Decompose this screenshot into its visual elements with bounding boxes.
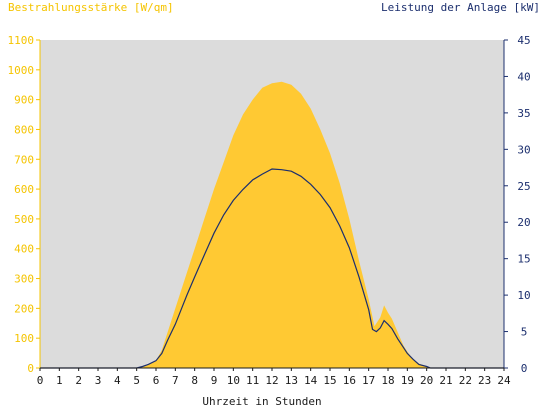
left-tick-label: 1100 bbox=[8, 34, 35, 47]
left-tick-label: 600 bbox=[14, 183, 34, 196]
x-tick-label: 12 bbox=[265, 374, 278, 387]
right-tick-label: 40 bbox=[517, 70, 530, 83]
x-tick-label: 23 bbox=[478, 374, 491, 387]
left-tick-label: 800 bbox=[14, 123, 34, 136]
left-tick-label: 100 bbox=[14, 332, 34, 345]
right-tick-label: 45 bbox=[517, 34, 530, 47]
x-axis-title: Uhrzeit in Stunden bbox=[202, 395, 321, 408]
x-tick-label: 0 bbox=[37, 374, 44, 387]
left-tick-label: 1000 bbox=[8, 64, 35, 77]
x-tick-label: 24 bbox=[497, 374, 511, 387]
right-tick-label: 35 bbox=[517, 107, 530, 120]
irradiance-area bbox=[40, 81, 504, 368]
x-tick-label: 3 bbox=[95, 374, 102, 387]
x-tick-label: 19 bbox=[401, 374, 414, 387]
x-tick-label: 21 bbox=[439, 374, 452, 387]
right-tick-label: 0 bbox=[521, 362, 528, 375]
x-tick-label: 2 bbox=[75, 374, 82, 387]
right-tick-label: 25 bbox=[517, 180, 530, 193]
x-tick-label: 1 bbox=[56, 374, 63, 387]
right-tick-label: 5 bbox=[521, 326, 528, 339]
x-tick-label: 17 bbox=[362, 374, 375, 387]
x-tick-label: 22 bbox=[459, 374, 472, 387]
left-tick-label: 0 bbox=[27, 362, 34, 375]
x-tick-label: 14 bbox=[304, 374, 318, 387]
left-axis-title: Bestrahlungsstärke [W/qm] bbox=[8, 1, 174, 14]
x-tick-label: 7 bbox=[172, 374, 179, 387]
right-tick-label: 15 bbox=[517, 253, 530, 266]
x-tick-label: 5 bbox=[133, 374, 140, 387]
left-tick-label: 900 bbox=[14, 94, 34, 107]
left-tick-label: 700 bbox=[14, 153, 34, 166]
x-tick-label: 13 bbox=[285, 374, 298, 387]
x-tick-label: 8 bbox=[191, 374, 198, 387]
left-tick-label: 500 bbox=[14, 213, 34, 226]
x-tick-label: 4 bbox=[114, 374, 121, 387]
x-tick-label: 9 bbox=[211, 374, 218, 387]
x-tick-label: 11 bbox=[246, 374, 259, 387]
right-tick-label: 20 bbox=[517, 216, 530, 229]
x-tick-label: 18 bbox=[381, 374, 394, 387]
x-tick-label: 16 bbox=[343, 374, 356, 387]
right-axis-title: Leistung der Anlage [kW] bbox=[381, 1, 540, 14]
x-tick-label: 20 bbox=[420, 374, 433, 387]
right-tick-label: 10 bbox=[517, 289, 530, 302]
x-tick-label: 15 bbox=[323, 374, 336, 387]
x-tick-label: 6 bbox=[153, 374, 160, 387]
left-tick-label: 400 bbox=[14, 243, 34, 256]
left-tick-label: 300 bbox=[14, 273, 34, 286]
power-line bbox=[40, 168, 504, 369]
x-tick-label: 10 bbox=[227, 374, 240, 387]
right-tick-label: 30 bbox=[517, 143, 530, 156]
left-tick-label: 200 bbox=[14, 302, 34, 315]
